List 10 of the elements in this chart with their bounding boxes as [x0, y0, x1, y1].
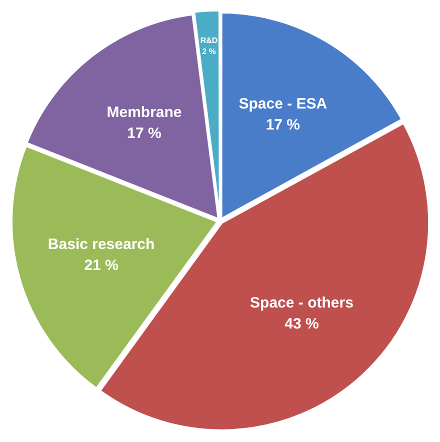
slice-label: R&D — [200, 36, 218, 45]
data-label: 17 % — [266, 116, 300, 134]
data-label: 17 % — [127, 124, 162, 142]
data-label: 43 % — [284, 315, 319, 332]
data-label: 21 % — [84, 257, 118, 274]
slice-label: Space - others — [250, 294, 354, 312]
slice-label: Space - ESA — [238, 95, 328, 112]
slice-label: Basic research — [48, 236, 155, 254]
data-label: 2 % — [202, 47, 216, 56]
slice-label: Membrane — [106, 104, 182, 121]
